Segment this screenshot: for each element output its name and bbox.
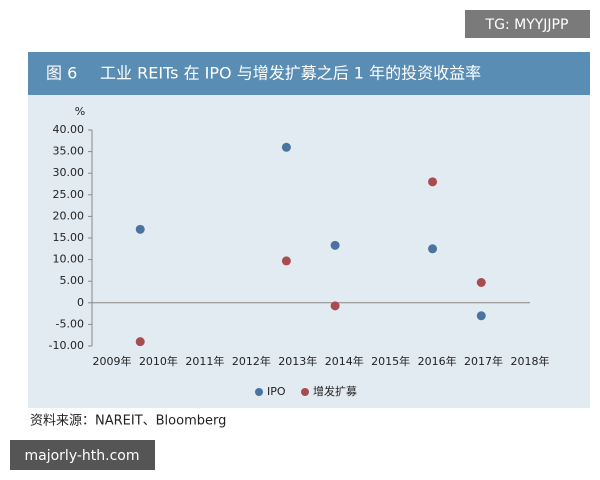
x-tick-label: 2013年 (278, 354, 317, 368)
point (428, 177, 438, 187)
x-tick-label: 2016年 (418, 354, 457, 368)
y-tick-label: 20.00 (53, 209, 85, 222)
title-bar (28, 52, 590, 95)
x-tick-label: 2009年 (93, 354, 132, 368)
chart-title: 工业 REITs 在 IPO 与增发扩募之后 1 年的投资收益率 (100, 64, 481, 83)
y-tick-label: -5.00 (56, 317, 84, 330)
legend-marker (301, 388, 309, 396)
point (135, 224, 145, 234)
legend-label: IPO (267, 385, 286, 398)
point (281, 142, 291, 152)
watermark: majorly-hth.com (25, 448, 140, 464)
point (330, 301, 340, 311)
y-tick-label: 40.00 (53, 123, 85, 136)
x-tick-label: 2011年 (185, 354, 224, 368)
chart-background (28, 52, 590, 408)
x-tick-label: 2010年 (139, 354, 178, 368)
y-tick-label: 30.00 (53, 166, 85, 179)
point (476, 277, 486, 287)
x-tick-label: 2015年 (371, 354, 410, 368)
y-tick-label: 15.00 (53, 231, 85, 244)
x-tick-label: 2012年 (232, 354, 271, 368)
y-unit: % (75, 105, 85, 118)
y-tick-label: 5.00 (60, 274, 85, 287)
watermark-box (465, 10, 590, 38)
point (281, 256, 291, 266)
point (135, 337, 145, 347)
point (330, 240, 340, 250)
x-tick-label: 2014年 (325, 354, 364, 368)
legend-label: 增发扩募 (313, 384, 357, 398)
x-tick-label: 2017年 (464, 354, 503, 368)
y-tick-label: -10.00 (49, 339, 84, 352)
legend-marker (255, 388, 263, 396)
watermark: TG: MYYJJPP (485, 17, 569, 33)
x-tick-label: 2018年 (511, 354, 550, 368)
figure-label: 图 6 (46, 64, 77, 83)
y-tick-label: 10.00 (53, 253, 85, 266)
point (428, 244, 438, 254)
watermark-box (10, 440, 155, 470)
source: 资料来源：NAREIT、Bloomberg (30, 414, 226, 429)
y-tick-label: 0 (77, 296, 84, 309)
y-tick-label: 35.00 (53, 145, 85, 158)
y-tick-label: 25.00 (53, 188, 85, 201)
point (476, 311, 486, 321)
